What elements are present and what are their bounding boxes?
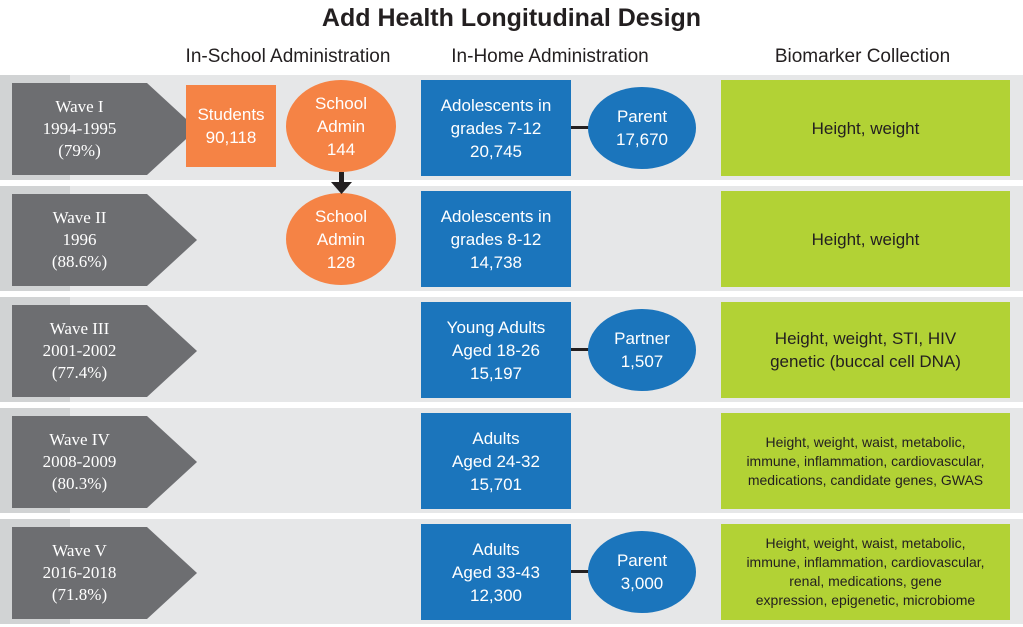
- in-home-box: Young Adults Aged 18-26 15,197: [421, 302, 571, 398]
- school-admin-oval: School Admin 128: [286, 193, 396, 285]
- in-home-box: Adults Aged 33-43 12,300: [421, 524, 571, 620]
- wave-response-rate: (71.8%): [51, 585, 108, 604]
- biomarker-text: Height, weight: [811, 118, 920, 138]
- wave-row-4: Wave IV 2008-2009 (80.3%) Adults Aged 24…: [0, 408, 1023, 513]
- in-home-count: 12,300: [470, 585, 522, 605]
- wave-years: 1994-1995: [42, 119, 117, 138]
- wave-years: 2001-2002: [42, 341, 117, 360]
- school-admin-label-1: School: [315, 206, 367, 226]
- parent-oval: Parent 3,000: [588, 531, 696, 613]
- biomarker-line: medications, candidate genes, GWAS: [747, 471, 984, 488]
- school-admin-label-1: School: [315, 93, 367, 113]
- in-home-box: Adults Aged 24-32 15,701: [421, 413, 571, 509]
- wave-name: Wave V: [52, 541, 107, 560]
- school-admin-label-2: Admin: [316, 229, 366, 249]
- companion-count: 3,000: [620, 574, 664, 593]
- in-home-line-1: Adolescents in: [440, 95, 552, 115]
- biomarker-line: Height, weight, waist, metabolic,: [765, 433, 966, 450]
- biomarker-line: immune, inflammation, cardiovascular,: [746, 452, 985, 469]
- biomarker-box: Height, weight: [721, 191, 1010, 287]
- in-home-box: Adolescents in grades 8-12 14,738: [421, 191, 571, 287]
- wave-name: Wave I: [55, 97, 104, 116]
- companion-label: Parent: [616, 107, 668, 126]
- biomarker-line: expression, epigenetic, microbiome: [755, 592, 976, 608]
- biomarker-box: Height, weight, STI, HIV genetic (buccal…: [721, 302, 1010, 398]
- biomarker-line: Height, weight, STI, HIV: [774, 329, 957, 348]
- in-home-line-2: Aged 18-26: [452, 340, 540, 360]
- wave-label-4: Wave IV 2008-2009 (80.3%): [12, 416, 197, 508]
- wave-label-1: Wave I 1994-1995 (79%): [12, 83, 197, 175]
- biomarker-line: renal, medications, gene: [789, 573, 942, 589]
- in-home-count: 15,197: [470, 363, 522, 383]
- wave-arrow-shape: [12, 83, 197, 175]
- connector-line: [571, 126, 589, 129]
- wave-arrow-shape: [12, 527, 197, 619]
- wave-row-3: Wave III 2001-2002 (77.4%) Young Adults …: [0, 297, 1023, 402]
- wave-response-rate: (77.4%): [51, 363, 108, 382]
- companion-count: 1,507: [620, 352, 664, 371]
- wave-arrow-shape: [12, 194, 197, 286]
- wave-row-5: Wave V 2016-2018 (71.8%) Adults Aged 33-…: [0, 519, 1023, 624]
- wave-label-2: Wave II 1996 (88.6%): [12, 194, 197, 286]
- companion-count: 17,670: [616, 130, 668, 149]
- wave-name: Wave II: [52, 208, 107, 227]
- in-home-count: 14,738: [470, 252, 522, 272]
- in-home-line-2: grades 8-12: [450, 229, 542, 249]
- wave-arrow-shape: [12, 416, 197, 508]
- partner-oval: Partner 1,507: [588, 309, 696, 391]
- wave-row-1: Wave I 1994-1995 (79%) Students 90,118 S…: [0, 75, 1023, 180]
- down-arrow-icon: [331, 182, 352, 194]
- biomarker-box: Height, weight, waist, metabolic, immune…: [721, 413, 1010, 509]
- wave-label-3: Wave III 2001-2002 (77.4%): [12, 305, 197, 397]
- column-header-in-home: In-Home Administration: [451, 46, 649, 67]
- column-header-in-school: In-School Administration: [185, 46, 391, 67]
- school-admin-count: 128: [326, 252, 356, 272]
- school-admin-label-2: Admin: [316, 116, 366, 136]
- in-home-count: 15,701: [470, 474, 522, 494]
- connector-line: [571, 348, 589, 351]
- wave-name: Wave III: [49, 319, 110, 338]
- in-home-line-1: Adults: [472, 428, 520, 448]
- in-home-line-1: Adults: [472, 539, 520, 559]
- parent-oval: Parent 17,670: [588, 87, 696, 169]
- school-admin-link-line: [339, 172, 344, 184]
- companion-label: Partner: [614, 329, 670, 348]
- in-home-line-1: Adolescents in: [440, 206, 552, 226]
- wave-arrow-shape: [12, 305, 197, 397]
- in-home-line-1: Young Adults: [446, 317, 546, 337]
- students-count: 90,118: [205, 128, 257, 147]
- biomarker-text: Height, weight: [811, 229, 920, 249]
- wave-response-rate: (79%): [58, 141, 101, 160]
- school-admin-oval: School Admin 144: [286, 80, 396, 172]
- biomarker-box: Height, weight: [721, 80, 1010, 176]
- biomarker-line: Height, weight, waist, metabolic,: [765, 535, 966, 551]
- in-home-line-2: Aged 24-32: [452, 451, 540, 471]
- students-box: Students 90,118: [186, 85, 276, 167]
- diagram-title: Add Health Longitudinal Design: [321, 4, 702, 32]
- wave-response-rate: (80.3%): [51, 474, 108, 493]
- wave-label-5: Wave V 2016-2018 (71.8%): [12, 527, 197, 619]
- in-home-line-2: Aged 33-43: [452, 562, 540, 582]
- wave-name: Wave IV: [49, 430, 110, 449]
- in-home-line-2: grades 7-12: [450, 118, 542, 138]
- column-header-biomarker: Biomarker Collection: [774, 46, 951, 67]
- in-home-count: 20,745: [470, 141, 522, 161]
- in-home-box: Adolescents in grades 7-12 20,745: [421, 80, 571, 176]
- biomarker-line: immune, inflammation, cardiovascular,: [746, 554, 985, 570]
- connector-line: [571, 570, 589, 573]
- wave-years: 1996: [62, 230, 97, 249]
- wave-response-rate: (88.6%): [51, 252, 108, 271]
- biomarker-line: genetic (buccal cell DNA): [770, 352, 961, 371]
- students-label: Students: [197, 105, 265, 124]
- companion-label: Parent: [616, 551, 668, 570]
- school-admin-count: 144: [326, 139, 356, 159]
- wave-years: 2016-2018: [42, 563, 117, 582]
- biomarker-box: Height, weight, waist, metabolic, immune…: [721, 524, 1010, 620]
- wave-years: 2008-2009: [42, 452, 117, 471]
- wave-row-2: Wave II 1996 (88.6%) School Admin 128 Ad…: [0, 186, 1023, 291]
